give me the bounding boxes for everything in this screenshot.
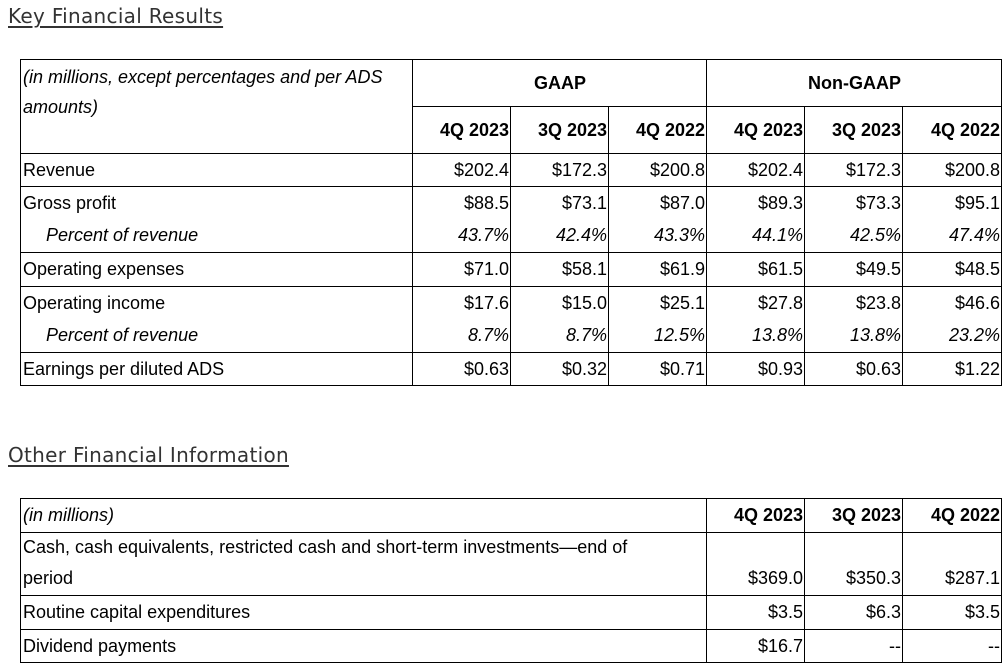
column-header: 4Q 2023: [706, 106, 805, 154]
table-cell: $200.8: [901, 153, 1003, 187]
table-cell: $73.1: [510, 186, 609, 220]
table-cell: $71.0: [412, 252, 511, 287]
row-label: Dividend payments: [20, 629, 707, 663]
table-cell: $0.63: [804, 352, 903, 386]
table-header-row: (in millions) 4Q 2023 3Q 2023 4Q 2022: [20, 498, 1002, 533]
row-label: Operating income: [20, 286, 413, 320]
units-caption: (in millions, except percentages and per…: [20, 59, 413, 154]
table-cell: $172.3: [804, 153, 903, 187]
table-cell: $350.3: [804, 562, 903, 596]
table-cell: $25.1: [608, 286, 707, 320]
column-header: 4Q 2022: [608, 106, 707, 154]
table-cell: --: [804, 629, 903, 663]
column-header: 3Q 2023: [804, 106, 903, 154]
table-row: Revenue $202.4 $172.3 $200.8 $202.4 $172…: [20, 153, 1003, 187]
table-cell: $0.32: [510, 352, 609, 386]
table-cell: $87.0: [608, 186, 707, 220]
column-header: 4Q 2023: [412, 106, 511, 154]
table-cell: 23.2%: [901, 319, 1003, 353]
table-cell: $58.1: [510, 252, 609, 287]
table-cell: [902, 532, 1002, 563]
table-cell: $3.5: [902, 595, 1002, 630]
other-financial-information-title: Other Financial Information: [8, 443, 289, 467]
table-cell: 43.3%: [608, 219, 707, 253]
row-label: Percent of revenue: [20, 319, 413, 353]
table-cell: $15.0: [510, 286, 609, 320]
row-label: Gross profit: [20, 186, 413, 220]
table-cell: $46.6: [901, 286, 1003, 320]
column-header: 4Q 2022: [901, 106, 1003, 154]
key-financial-results-table: (in millions, except percentages and per…: [20, 59, 1003, 386]
table-cell: $23.8: [804, 286, 903, 320]
row-label: Percent of revenue: [20, 219, 413, 253]
table-row: Operating income $17.6 $15.0 $25.1 $27.8…: [20, 286, 1003, 320]
table-cell: 8.7%: [510, 319, 609, 353]
table-cell: $73.3: [804, 186, 903, 220]
row-label: period: [20, 562, 707, 596]
key-financial-results-title: Key Financial Results: [8, 4, 224, 28]
table-row: Earnings per diluted ADS $0.63 $0.32 $0.…: [20, 352, 1003, 386]
table-cell: $27.8: [706, 286, 805, 320]
table-cell: $200.8: [608, 153, 707, 187]
table-cell: $88.5: [412, 186, 511, 220]
table-cell: 44.1%: [706, 219, 805, 253]
table-row: Cash, cash equivalents, restricted cash …: [20, 532, 1002, 563]
non-gaap-group-header: Non-GAAP: [705, 59, 1003, 107]
table-cell: $17.6: [412, 286, 511, 320]
table-cell: 12.5%: [608, 319, 707, 353]
table-cell: 43.7%: [412, 219, 511, 253]
row-label: Routine capital expenditures: [20, 595, 707, 630]
table-cell: [804, 532, 903, 563]
table-cell: --: [902, 629, 1002, 663]
table-cell: 42.4%: [510, 219, 609, 253]
table-cell: $61.9: [608, 252, 707, 287]
table-cell: $61.5: [706, 252, 805, 287]
table-cell: 13.8%: [804, 319, 903, 353]
table-row: Dividend payments $16.7 -- --: [20, 629, 1002, 663]
row-label: Operating expenses: [20, 252, 413, 287]
table-cell: $49.5: [804, 252, 903, 287]
table-cell: $6.3: [804, 595, 903, 630]
table-cell: $16.7: [706, 629, 805, 663]
table-cell: $172.3: [510, 153, 609, 187]
row-label: Earnings per diluted ADS: [20, 352, 413, 386]
table-row: Operating expenses $71.0 $58.1 $61.9 $61…: [20, 252, 1003, 287]
row-label: Revenue: [20, 153, 413, 187]
column-header: 4Q 2022: [902, 498, 1002, 533]
table-cell: 8.7%: [412, 319, 511, 353]
table-cell: $202.4: [412, 153, 511, 187]
other-financial-information-table: (in millions) 4Q 2023 3Q 2023 4Q 2022 Ca…: [20, 498, 1002, 663]
table-row: period $369.0 $350.3 $287.1: [20, 562, 1002, 596]
table-header-row: (in millions, except percentages and per…: [20, 59, 1003, 154]
table-cell: $0.93: [706, 352, 805, 386]
column-header: 4Q 2023: [706, 498, 805, 533]
table-cell: $369.0: [706, 562, 805, 596]
table-header-row: 4Q 2023 3Q 2023 4Q 2022 4Q 2023 3Q 2023 …: [21, 106, 1003, 154]
table-cell: $0.71: [608, 352, 707, 386]
column-header: 3Q 2023: [510, 106, 609, 154]
table-cell: 47.4%: [901, 219, 1003, 253]
table-row: Gross profit $88.5 $73.1 $87.0 $89.3 $73…: [20, 186, 1003, 220]
table-cell: [706, 532, 805, 563]
row-label: Cash, cash equivalents, restricted cash …: [20, 532, 707, 563]
table-cell: $89.3: [706, 186, 805, 220]
table-row: Percent of revenue 8.7% 8.7% 12.5% 13.8%…: [20, 319, 1003, 353]
table-cell: $3.5: [706, 595, 805, 630]
table-cell: $202.4: [706, 153, 805, 187]
units-caption: (in millions): [20, 498, 707, 533]
table-row: Percent of revenue 43.7% 42.4% 43.3% 44.…: [20, 219, 1003, 253]
gaap-group-header: GAAP: [412, 59, 707, 107]
table-cell: $0.63: [412, 352, 511, 386]
table-cell: 42.5%: [804, 219, 903, 253]
table-cell: $48.5: [901, 252, 1003, 287]
column-header: 3Q 2023: [804, 498, 903, 533]
table-cell: $1.22: [901, 352, 1003, 386]
table-cell: $95.1: [901, 186, 1003, 220]
table-row: Routine capital expenditures $3.5 $6.3 $…: [20, 595, 1002, 630]
table-cell: 13.8%: [706, 319, 805, 353]
table-cell: $287.1: [902, 562, 1002, 596]
